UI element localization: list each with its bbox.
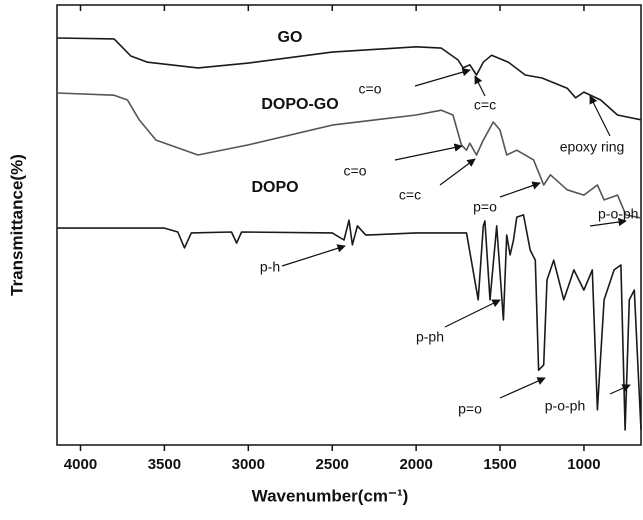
annotation-arrow: [444, 299, 501, 328]
series-label: DOPO: [251, 179, 298, 196]
series-label: GO: [278, 29, 303, 46]
x-tick-label: 2000: [399, 456, 432, 473]
x-axis-title: Wavenumber(cm⁻¹): [252, 486, 409, 505]
spectrum-line: [56, 37, 642, 121]
x-tick-label: 1000: [567, 456, 600, 473]
x-tick-label: 1500: [483, 456, 516, 473]
x-tick-label: 2500: [316, 456, 349, 473]
annotation: c=c: [474, 97, 496, 113]
annotation: p-o-ph: [545, 398, 585, 414]
x-tick-label: 3500: [148, 456, 181, 473]
annotation: p=o: [473, 199, 497, 215]
annotation-arrow: [499, 377, 546, 399]
annotation: epoxy ring: [560, 139, 625, 155]
annotation: p=o: [458, 401, 482, 417]
plot-frame: [56, 4, 642, 446]
annotation-arrow: [281, 244, 346, 267]
x-tick-label: 4000: [64, 456, 97, 473]
annotation: c=o: [359, 81, 382, 97]
annotation-arrow: [439, 158, 476, 186]
annotation: p-ph: [416, 329, 444, 345]
annotation-arrow: [394, 143, 463, 161]
annotation: c=c: [399, 187, 421, 203]
spectrum-line: [56, 92, 642, 219]
x-tick-label: 3000: [232, 456, 265, 473]
annotation: p-o-ph: [598, 206, 638, 222]
annotation: p-h: [260, 259, 280, 275]
annotation-arrow: [589, 95, 611, 137]
annotation-arrow: [499, 181, 541, 198]
annotation: c=o: [344, 163, 367, 179]
spectrum-line: [57, 214, 642, 431]
annotation-arrow: [414, 68, 471, 87]
y-axis-title: Transmittance(%): [7, 154, 26, 296]
series-label: DOPO-GO: [261, 96, 338, 113]
annotation-arrow: [589, 217, 627, 227]
annotation-arrow: [609, 384, 631, 395]
annotation-arrow: [474, 75, 486, 97]
